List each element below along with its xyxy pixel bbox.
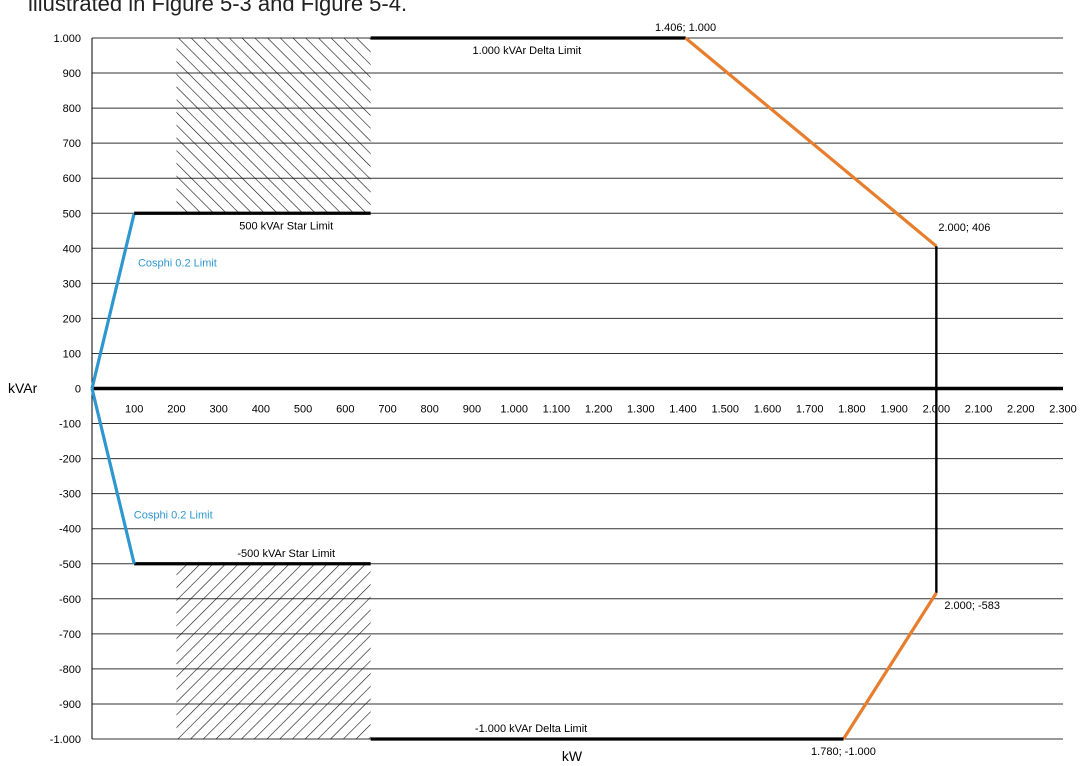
x-tick-label: 2.200	[1007, 404, 1035, 416]
y-tick-label: -300	[59, 489, 81, 501]
y-tick-label: 300	[63, 278, 81, 290]
x-tick-label: 200	[167, 404, 185, 416]
x-axis-label: kW	[562, 748, 583, 764]
y-tick-label: -400	[59, 524, 81, 536]
segment-cosphi	[90, 212, 136, 389]
y-tick-label: 500	[63, 208, 81, 220]
x-tick-label: 1.800	[838, 404, 866, 416]
y-tick-label: -200	[59, 454, 81, 466]
x-tick-label: 2.000	[923, 404, 951, 416]
y-tick-label: 0	[75, 384, 81, 396]
x-tick-label: 1.500	[711, 404, 739, 416]
annotation-label: 1.000 kVAr Delta Limit	[473, 45, 582, 57]
x-tick-label: 1.700	[796, 404, 824, 416]
y-tick-labels: 1.000 900 800 700 600 500 400 300 200 100 0 -100 -20…	[50, 33, 81, 746]
y-tick-label: 800	[63, 103, 81, 115]
annotation-label: Cosphi 0.2 Limit	[138, 257, 217, 269]
segment-delta_slope	[684, 36, 938, 248]
annotation-label: 2.000; 406	[938, 222, 990, 234]
segment-delta_slope	[842, 591, 938, 740]
annotation-label: 1.406; 1.000	[655, 22, 716, 34]
annotation-label: 1.780; -1.000	[811, 746, 876, 758]
y-tick-label: 400	[63, 243, 81, 255]
y-axis-label: kVAr	[8, 380, 38, 396]
x-tick-labels: 100 200 300 400 500 600 700 800 900 1.000 1.100 1.2…	[125, 404, 1077, 416]
x-tick-label: 1.000	[500, 404, 528, 416]
annotation-label: 500 kVAr Star Limit	[239, 220, 333, 232]
y-tick-label: 1.000	[53, 33, 81, 45]
x-tick-label: 900	[463, 404, 481, 416]
annotation-label: 2.000; -583	[944, 600, 1000, 612]
annotation-label: -500 kVAr Star Limit	[237, 548, 335, 560]
x-tick-label: 1.900	[880, 404, 908, 416]
x-tick-label: 1.100	[543, 404, 571, 416]
y-tick-label: -800	[59, 664, 81, 676]
x-tick-label: 600	[336, 404, 354, 416]
limit-curve	[90, 36, 938, 741]
y-tick-label: -100	[59, 419, 81, 431]
y-tick-label: -900	[59, 699, 81, 711]
x-tick-label: 800	[421, 404, 439, 416]
x-tick-label: 500	[294, 404, 312, 416]
x-tick-label: 1.600	[754, 404, 782, 416]
x-tick-label: 300	[209, 404, 227, 416]
x-tick-label: 400	[252, 404, 270, 416]
x-tick-label: 1.200	[585, 404, 613, 416]
x-tick-label: 1.300	[627, 404, 655, 416]
x-tick-label: 2.300	[1049, 404, 1077, 416]
y-tick-label: 200	[63, 313, 81, 325]
y-tick-label: 700	[63, 138, 81, 150]
y-tick-label: 900	[63, 68, 81, 80]
hatched-region	[176, 38, 371, 214]
x-tick-label: 700	[378, 404, 396, 416]
y-tick-label: 100	[63, 348, 81, 360]
y-tick-label: 600	[63, 173, 81, 185]
gridlines	[92, 37, 1063, 740]
y-tick-label: -500	[59, 559, 81, 571]
forbidden-regions	[176, 38, 371, 739]
page-caption: illustrated in Figure 5-3 and Figure 5-4…	[28, 0, 408, 16]
y-tick-label: -600	[59, 594, 81, 606]
hatched-region	[176, 563, 371, 739]
annotations: 1.406; 1.000 1.000 kVAr Delta Limit 500 kV…	[134, 22, 1000, 758]
annotation-label: Cosphi 0.2 Limit	[134, 510, 213, 522]
x-tick-label: 100	[125, 404, 143, 416]
x-tick-label: 2.100	[965, 404, 993, 416]
annotation-label: -1.000 kVAr Delta Limit	[475, 723, 587, 735]
segment-cosphi	[90, 388, 136, 565]
y-tick-label: -1.000	[50, 734, 81, 746]
x-tick-label: 1.400	[669, 404, 697, 416]
y-tick-label: -700	[59, 629, 81, 641]
